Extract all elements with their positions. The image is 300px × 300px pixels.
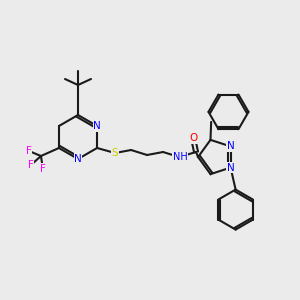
Text: F: F xyxy=(26,146,32,156)
Text: N: N xyxy=(93,121,101,131)
Text: N: N xyxy=(227,163,235,172)
Text: N: N xyxy=(74,154,82,164)
Text: NH: NH xyxy=(173,152,188,162)
Text: O: O xyxy=(189,133,197,143)
Text: N: N xyxy=(227,141,235,152)
Text: F: F xyxy=(28,160,34,170)
Text: F: F xyxy=(40,164,46,174)
Text: S: S xyxy=(112,148,118,158)
